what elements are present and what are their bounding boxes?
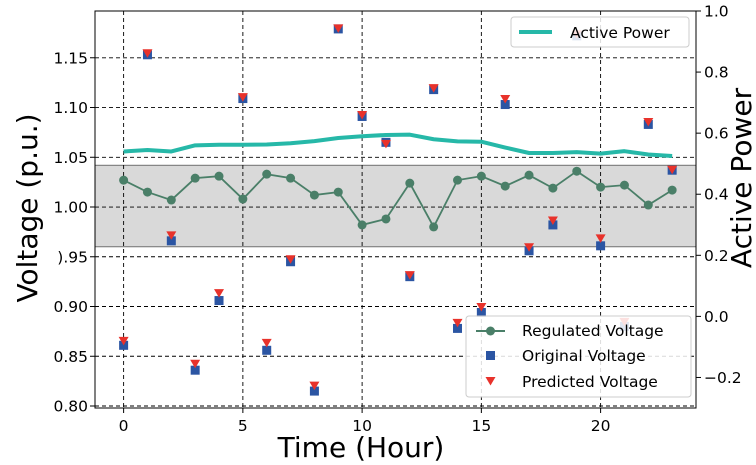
y-right-tick-label: 0.2: [704, 247, 729, 265]
point-regulated-voltage: [405, 178, 415, 188]
y-right-tick-label: 0.4: [704, 186, 729, 204]
legend-bottom-box: [465, 315, 692, 398]
x-tick-label: 10: [352, 417, 372, 435]
point-predicted-voltage: [142, 49, 153, 58]
point-predicted-voltage: [667, 165, 678, 175]
y-left-tick-label: 1.00: [53, 199, 88, 217]
legend-active-power: Active Power: [510, 16, 690, 48]
legend-original-swatch: [486, 351, 495, 360]
point-regulated-voltage: [333, 187, 343, 197]
y-left-tick-label: 0.85: [53, 348, 88, 366]
point-predicted-voltage: [643, 117, 654, 127]
y-left-tick-label: 1.15: [53, 49, 88, 67]
point-original-voltage: [500, 100, 510, 110]
legend-voltage: Regulated Voltage Original Voltage Predi…: [465, 315, 692, 398]
x-tick-label: 0: [119, 417, 129, 435]
point-predicted-voltage: [214, 289, 225, 298]
point-regulated-voltage: [500, 181, 510, 191]
point-original-voltage: [453, 323, 463, 333]
plot-frame: [94, 10, 697, 409]
y-left-tick-label: 0.80: [53, 398, 88, 416]
point-regulated-voltage: [596, 182, 606, 192]
y-right-tick-label: 0.8: [704, 64, 729, 82]
y-axis-left-label: Voltage (p.u.): [11, 113, 44, 302]
point-predicted-voltage: [357, 110, 368, 120]
point-predicted-voltage: [524, 243, 535, 252]
y-left-tick-label: 0.90: [53, 298, 88, 316]
legend-regulated-swatch-marker: [486, 326, 495, 336]
x-tick-label: 15: [471, 417, 491, 435]
y-axis-right-label: Active Power: [725, 87, 756, 268]
point-predicted-voltage: [333, 24, 344, 33]
y-left-tick-label: 1.10: [53, 99, 88, 117]
point-predicted-voltage: [452, 318, 463, 328]
series-active-power-line: [123, 132, 673, 159]
y-right-tick-label: 1.0: [704, 3, 729, 21]
y-right-tick-label: −0.2: [704, 369, 742, 387]
point-predicted-voltage: [380, 139, 391, 149]
y-right-tick-label: 0.6: [704, 125, 729, 143]
point-predicted-voltage: [428, 84, 439, 93]
series-layer: [118, 24, 678, 396]
point-regulated-voltage: [619, 180, 629, 190]
point-predicted-voltage: [237, 93, 248, 102]
point-original-voltage: [190, 365, 200, 375]
point-regulated-voltage: [286, 173, 296, 183]
point-regulated-voltage: [429, 222, 439, 232]
point-original-voltage: [596, 241, 606, 251]
point-predicted-voltage: [285, 255, 296, 264]
point-regulated-voltage: [524, 170, 534, 180]
point-regulated-voltage: [214, 171, 224, 181]
x-axis-label: Time (Hour): [277, 431, 445, 464]
point-predicted-voltage: [190, 359, 201, 369]
legend-regulated-label: Regulated Voltage: [522, 322, 664, 340]
point-predicted-voltage: [118, 336, 129, 346]
point-regulated-voltage: [572, 166, 582, 176]
point-regulated-voltage: [238, 194, 248, 204]
legend-original-label: Original Voltage: [522, 347, 646, 365]
point-regulated-voltage: [643, 200, 653, 210]
point-regulated-voltage: [166, 195, 176, 205]
point-original-voltage: [309, 386, 319, 396]
point-predicted-voltage: [476, 303, 487, 312]
point-predicted-voltage: [500, 95, 511, 104]
point-regulated-voltage: [119, 175, 129, 185]
point-predicted-voltage: [261, 338, 272, 348]
point-regulated-voltage: [309, 190, 319, 200]
point-regulated-voltage: [667, 185, 677, 195]
point-regulated-voltage: [548, 183, 558, 193]
point-original-voltage: [476, 307, 486, 317]
point-regulated-voltage: [142, 187, 152, 197]
point-regulated-voltage: [476, 171, 486, 181]
point-regulated-voltage: [262, 169, 272, 179]
point-regulated-voltage: [453, 175, 463, 185]
point-predicted-voltage: [547, 216, 558, 225]
point-regulated-voltage: [190, 173, 200, 183]
point-regulated-voltage: [357, 220, 367, 230]
y-left-tick-label: 1.05: [53, 149, 88, 167]
point-original-voltage: [262, 345, 272, 355]
y-right-tick-label: 0.0: [704, 308, 729, 326]
point-predicted-voltage: [166, 231, 177, 240]
legend-top-box: [510, 16, 690, 48]
legend-predicted-swatch: [485, 377, 496, 386]
ticks: 0 5 10 15 20 0.80 0.85 0.90 ).95 1.00 1.05 1.10 1.15…: [53, 3, 741, 436]
legend-predicted-label: Predicted Voltage: [522, 373, 658, 391]
point-predicted-voltage: [404, 271, 415, 280]
point-regulated-voltage: [381, 214, 391, 224]
legend-active-power-label: Active Power: [570, 24, 670, 42]
x-tick-label: 20: [591, 417, 611, 435]
y-left-tick-label: ).95: [57, 248, 88, 266]
point-original-voltage: [166, 236, 176, 246]
point-original-voltage: [214, 296, 224, 306]
point-predicted-voltage: [595, 234, 606, 243]
x-tick-label: 5: [238, 417, 248, 435]
point-predicted-voltage: [309, 381, 320, 391]
